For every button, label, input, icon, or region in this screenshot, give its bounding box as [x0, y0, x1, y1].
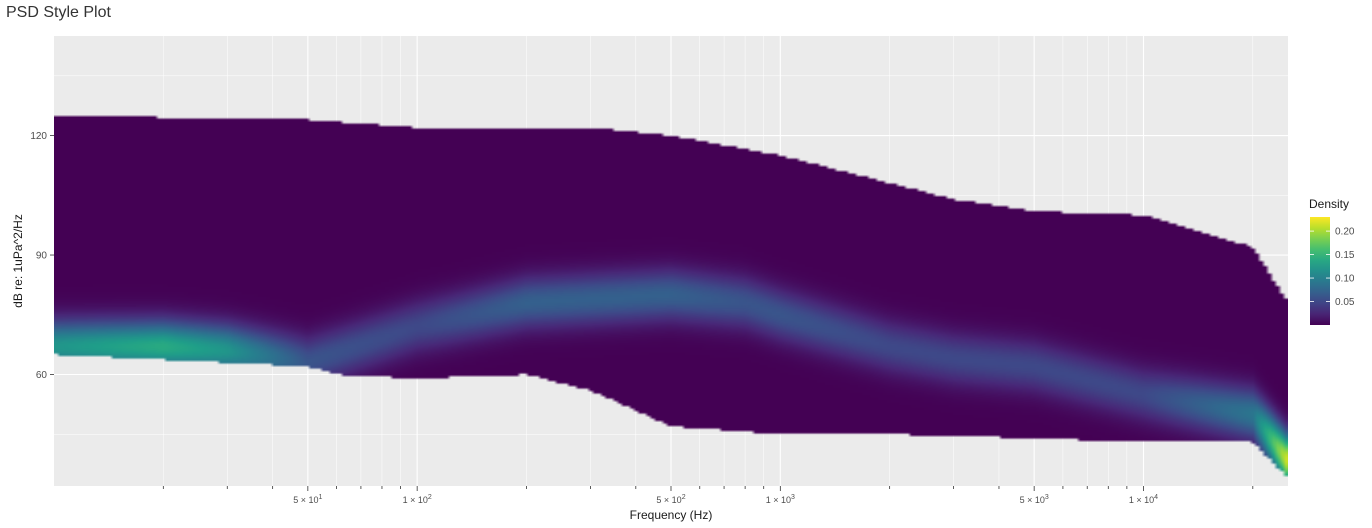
y-tick-label: 60 [36, 370, 48, 381]
legend-tick-label: 0.20 [1335, 227, 1355, 238]
legend-tick-label: 0.10 [1335, 274, 1355, 285]
legend: Density 0.05 0.10 0.15 0.20 [1309, 197, 1355, 325]
density-heatmap [54, 36, 1288, 486]
x-axis-title: Frequency (Hz) [630, 508, 713, 522]
y-axis-title: dB re: 1uPa^2/Hz [11, 214, 25, 308]
legend-colorbar [1310, 217, 1330, 325]
axes: 5 × 101 1 × 102 5 × 102 1 × 103 5 × 103 1 × 1… [30, 131, 1254, 505]
x-tick-label: 1 × 102 [403, 494, 432, 505]
y-tick-label: 120 [30, 131, 47, 142]
x-tick-label: 5 × 102 [656, 494, 685, 505]
x-tick-label: 5 × 101 [293, 494, 322, 505]
x-tick-label: 1 × 104 [1129, 494, 1158, 505]
legend-title: Density [1309, 197, 1349, 211]
legend-tick-label: 0.05 [1335, 297, 1355, 308]
chart-title: PSD Style Plot [6, 4, 111, 21]
y-tick-label: 90 [36, 251, 48, 262]
legend-tick-label: 0.15 [1335, 250, 1355, 261]
x-tick-label: 5 × 103 [1020, 494, 1049, 505]
x-tick-label: 1 × 103 [766, 494, 795, 505]
